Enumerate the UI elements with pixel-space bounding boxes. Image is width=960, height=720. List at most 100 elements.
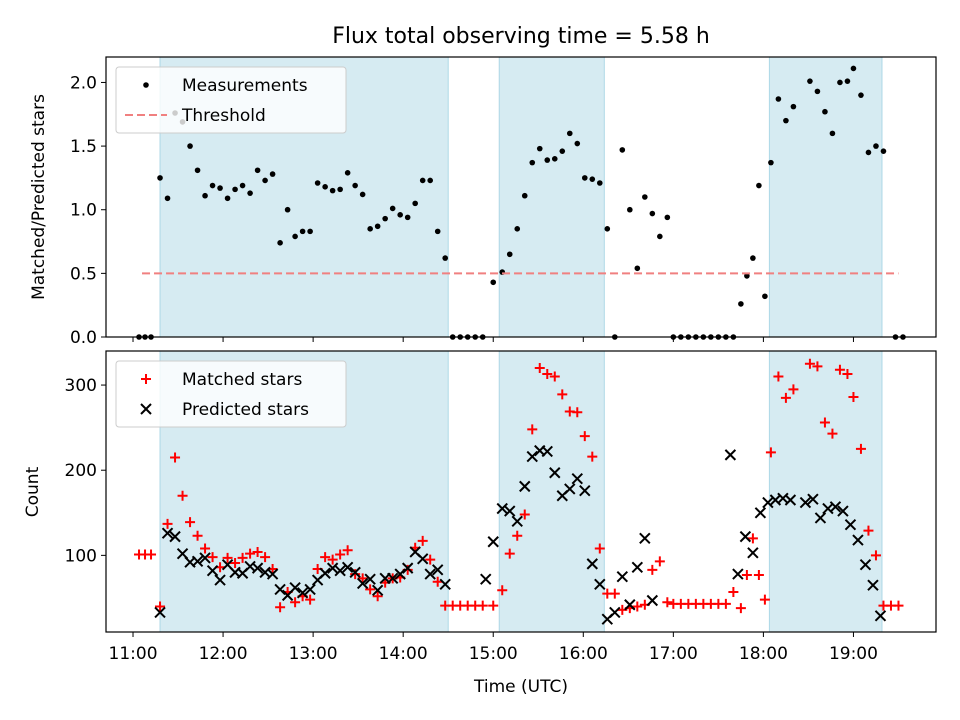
- measurement-point: [790, 103, 797, 110]
- predicted-stars-point: [424, 568, 436, 580]
- matched-stars-point: [819, 417, 830, 428]
- measurement-point: [164, 195, 171, 202]
- predicted-stars-point: [504, 505, 516, 517]
- legend-label: Predicted stars: [182, 400, 309, 420]
- predicted-stars-point: [754, 507, 767, 519]
- predicted-stars-point: [341, 561, 354, 573]
- predicted-stars-point: [837, 505, 849, 517]
- measurement-point: [744, 273, 750, 279]
- matched-stars-point: [200, 543, 211, 554]
- matched-stars-point: [488, 600, 499, 611]
- measurement-point: [822, 108, 828, 115]
- matched-stars-point: [504, 548, 515, 559]
- predicted-stars-point: [334, 564, 346, 577]
- x-tick-label: 13:00: [289, 644, 338, 664]
- axes-frame: [105, 350, 937, 633]
- predicted-stars-point: [199, 552, 211, 564]
- predicted-stars-point: [206, 564, 219, 577]
- matched-stars-point: [357, 573, 368, 584]
- measurement-point: [194, 167, 201, 174]
- predicted-stars-point: [526, 450, 538, 463]
- matched-stars-point: [170, 452, 181, 463]
- measurement-point: [850, 65, 857, 72]
- predicted-stars-point: [371, 584, 384, 596]
- measurement-point: [664, 214, 671, 221]
- measurement-point: [559, 148, 566, 154]
- measurement-point: [750, 255, 756, 261]
- matched-stars-point: [245, 548, 256, 559]
- measurement-point: [374, 223, 381, 230]
- measurement-point: [521, 192, 528, 199]
- measurement-point: [202, 192, 208, 199]
- measurement-point: [551, 156, 558, 162]
- matched-stars-point: [842, 368, 853, 379]
- x-tick-label: 15:00: [469, 644, 518, 664]
- measurement-point: [389, 205, 396, 212]
- measurement-point: [299, 228, 306, 235]
- measurement-point: [329, 187, 336, 194]
- measurement-point: [232, 186, 238, 193]
- matched-stars-point: [594, 543, 605, 554]
- matched-stars-point: [290, 597, 301, 608]
- legend-box: [115, 66, 347, 134]
- predicted-stars-point: [631, 561, 644, 573]
- predicted-stars-point: [541, 445, 553, 458]
- predicted-stars-point: [326, 562, 339, 574]
- predicted-stars-point: [214, 574, 226, 586]
- shaded-interval: [499, 351, 605, 632]
- matched-stars-point: [812, 361, 823, 372]
- predicted-stars-point: [762, 496, 774, 509]
- matched-stars-point: [893, 600, 904, 611]
- matched-stars-point: [765, 447, 776, 458]
- matched-stars-point: [260, 552, 271, 563]
- measurement-point: [187, 143, 193, 149]
- measurement-point: [490, 279, 497, 286]
- x-tick-label: 19:00: [829, 644, 878, 664]
- matched-stars-point: [827, 428, 838, 439]
- measurement-point: [397, 212, 403, 218]
- matched-stars-point: [834, 364, 845, 375]
- y-tick-label: 200: [65, 461, 97, 481]
- predicted-stars-point: [844, 519, 857, 531]
- matched-stars-point: [542, 368, 553, 379]
- y-tick-label: 0.0: [70, 328, 97, 348]
- measurement-point: [529, 159, 536, 166]
- measurement-point: [858, 92, 864, 98]
- x-tick-label: 16:00: [559, 644, 608, 664]
- predicted-stars-point: [274, 583, 286, 596]
- predicted-stars-point: [496, 502, 508, 515]
- measurement-point: [634, 265, 641, 272]
- predicted-stars-point: [609, 606, 621, 619]
- matched-stars-point: [512, 530, 523, 541]
- x-tick-label: 18:00: [739, 644, 788, 664]
- predicted-stars-point: [571, 473, 583, 485]
- predicted-stars-point: [814, 512, 827, 524]
- measurement-point: [359, 191, 366, 198]
- predicted-stars-point: [852, 534, 864, 546]
- predicted-stars-point: [624, 599, 636, 611]
- matched-stars-point: [848, 391, 859, 402]
- measurement-point: [768, 159, 774, 166]
- predicted-stars-point: [564, 483, 576, 495]
- matched-stars-point: [192, 530, 203, 541]
- measurement-point: [844, 78, 851, 84]
- measurement-point: [506, 251, 513, 258]
- measurement-point: [762, 293, 768, 300]
- predicted-stars-point: [439, 578, 451, 591]
- measurement-point: [544, 157, 551, 163]
- matched-stars-point: [804, 358, 815, 369]
- matched-stars-point: [477, 600, 488, 611]
- predicted-stars-point: [191, 555, 204, 568]
- predicted-stars-point: [586, 558, 599, 570]
- predicted-stars-point: [289, 582, 301, 594]
- legend-label: Threshold: [181, 106, 266, 126]
- predicted-stars-point: [747, 547, 759, 559]
- legend-label: Matched stars: [182, 370, 302, 390]
- measurement-point: [514, 226, 521, 232]
- measurement-point: [589, 176, 596, 182]
- predicted-stars-point: [724, 449, 737, 461]
- bottom-y-axis-label: Count: [23, 466, 43, 517]
- measurement-point: [292, 233, 298, 240]
- bottom-panel: 100 200 300 11:00 12:00 13:00 14:00 15:00 16:00 1…: [65, 350, 937, 664]
- predicted-stars-point: [616, 570, 629, 583]
